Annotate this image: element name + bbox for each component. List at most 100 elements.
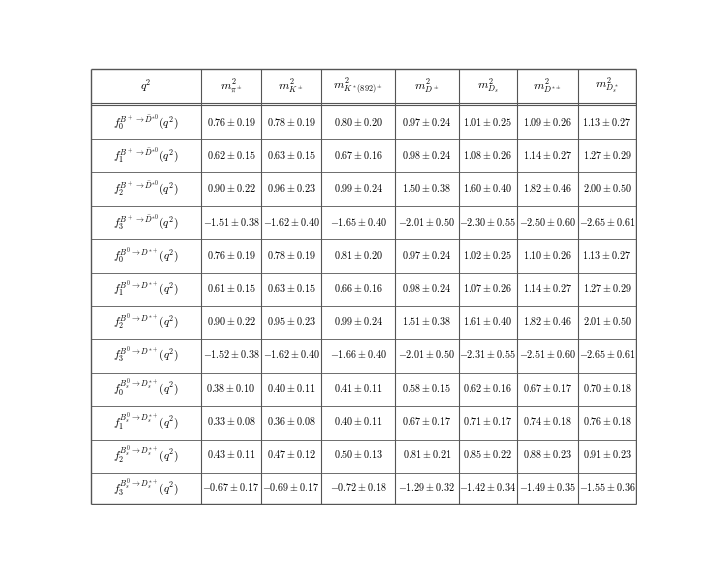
Text: $1.09\pm0.26$: $1.09\pm0.26$ bbox=[523, 116, 572, 128]
Text: $1.50\pm0.38$: $1.50\pm0.38$ bbox=[403, 183, 452, 194]
Text: $f_0^{B^0\to D^{*+}}(q^2)$: $f_0^{B^0\to D^{*+}}(q^2)$ bbox=[113, 245, 179, 265]
Text: $-2.01\pm0.50$: $-2.01\pm0.50$ bbox=[399, 348, 455, 361]
Text: $0.98\pm0.24$: $0.98\pm0.24$ bbox=[402, 282, 452, 294]
Text: $m_{D_s}^2$: $m_{D_s}^2$ bbox=[476, 76, 498, 95]
Text: $m_{K^*(892)^\pm}^2$: $m_{K^*(892)^\pm}^2$ bbox=[333, 76, 383, 96]
Text: $f_0^{B_s^0\to D_s^{*+}}(q^2)$: $f_0^{B_s^0\to D_s^{*+}}(q^2)$ bbox=[113, 376, 179, 399]
Text: $0.38\pm0.10$: $0.38\pm0.10$ bbox=[207, 382, 256, 393]
Text: $0.97\pm0.24$: $0.97\pm0.24$ bbox=[402, 116, 452, 128]
Text: $1.82\pm0.46$: $1.82\pm0.46$ bbox=[523, 315, 572, 327]
Text: $0.50\pm0.13$: $0.50\pm0.13$ bbox=[333, 448, 383, 460]
Text: $0.61\pm0.15$: $0.61\pm0.15$ bbox=[207, 282, 256, 294]
Text: $0.76\pm0.18$: $0.76\pm0.18$ bbox=[583, 415, 632, 427]
Text: $2.01\pm0.50$: $2.01\pm0.50$ bbox=[583, 315, 632, 327]
Text: $-1.52\pm0.38$: $-1.52\pm0.38$ bbox=[202, 348, 259, 361]
Text: $1.14\pm0.27$: $1.14\pm0.27$ bbox=[523, 149, 572, 161]
Text: $-0.67\pm0.17$: $-0.67\pm0.17$ bbox=[202, 481, 260, 493]
Text: $-1.51\pm0.38$: $-1.51\pm0.38$ bbox=[202, 215, 259, 227]
Text: $0.91\pm0.23$: $0.91\pm0.23$ bbox=[583, 448, 632, 460]
Text: $0.71\pm0.17$: $0.71\pm0.17$ bbox=[463, 415, 513, 427]
Text: $1.82\pm0.46$: $1.82\pm0.46$ bbox=[523, 183, 572, 194]
Text: $-1.49\pm0.35$: $-1.49\pm0.35$ bbox=[519, 481, 576, 493]
Text: $0.58\pm0.15$: $0.58\pm0.15$ bbox=[402, 382, 452, 393]
Text: $0.74\pm0.18$: $0.74\pm0.18$ bbox=[523, 415, 572, 427]
Text: $0.33\pm0.08$: $0.33\pm0.08$ bbox=[207, 415, 256, 427]
Text: $-1.66\pm0.40$: $-1.66\pm0.40$ bbox=[330, 348, 387, 361]
Text: $-0.72\pm0.18$: $-0.72\pm0.18$ bbox=[330, 481, 387, 493]
Text: $-0.69\pm0.17$: $-0.69\pm0.17$ bbox=[263, 481, 319, 493]
Text: $1.61\pm0.40$: $1.61\pm0.40$ bbox=[463, 315, 512, 327]
Text: $-2.65\pm0.61$: $-2.65\pm0.61$ bbox=[579, 215, 635, 227]
Text: $-2.30\pm0.55$: $-2.30\pm0.55$ bbox=[459, 215, 516, 227]
Text: $m_{D^{*\pm}}^2$: $m_{D^{*\pm}}^2$ bbox=[533, 77, 561, 95]
Text: $f_3^{B_s^0\to D_s^{*+}}(q^2)$: $f_3^{B_s^0\to D_s^{*+}}(q^2)$ bbox=[113, 476, 179, 498]
Text: $0.43\pm0.11$: $0.43\pm0.11$ bbox=[207, 448, 256, 460]
Text: $0.40\pm0.11$: $0.40\pm0.11$ bbox=[267, 382, 315, 393]
Text: $0.96\pm0.23$: $0.96\pm0.23$ bbox=[266, 183, 316, 194]
Text: $m_{K^\pm}^2$: $m_{K^\pm}^2$ bbox=[278, 77, 304, 95]
Text: $f_0^{B^+\to\bar{D}^{*0}}(q^2)$: $f_0^{B^+\to\bar{D}^{*0}}(q^2)$ bbox=[113, 112, 179, 132]
Text: $f_1^{B^0\to D^{*+}}(q^2)$: $f_1^{B^0\to D^{*+}}(q^2)$ bbox=[113, 278, 179, 298]
Text: $0.90\pm0.22$: $0.90\pm0.22$ bbox=[207, 183, 256, 194]
Text: $m_{\pi^\pm}^2$: $m_{\pi^\pm}^2$ bbox=[219, 77, 242, 95]
Text: $0.63\pm0.15$: $0.63\pm0.15$ bbox=[267, 149, 316, 161]
Text: $2.00\pm0.50$: $2.00\pm0.50$ bbox=[583, 183, 632, 194]
Text: $-1.65\pm0.40$: $-1.65\pm0.40$ bbox=[330, 215, 387, 227]
Text: $0.78\pm0.19$: $0.78\pm0.19$ bbox=[267, 249, 316, 261]
Text: $0.36\pm0.08$: $0.36\pm0.08$ bbox=[267, 415, 316, 427]
Text: $1.51\pm0.38$: $1.51\pm0.38$ bbox=[403, 315, 452, 327]
Text: $1.27\pm0.29$: $1.27\pm0.29$ bbox=[583, 149, 632, 161]
Text: $m_{D_s^*}^2$: $m_{D_s^*}^2$ bbox=[595, 76, 619, 96]
Text: $0.81\pm0.20$: $0.81\pm0.20$ bbox=[333, 249, 383, 261]
Text: $0.98\pm0.24$: $0.98\pm0.24$ bbox=[402, 149, 452, 161]
Text: $-1.55\pm0.36$: $-1.55\pm0.36$ bbox=[578, 481, 636, 493]
Text: $0.67\pm0.17$: $0.67\pm0.17$ bbox=[523, 382, 572, 393]
Text: $0.62\pm0.16$: $0.62\pm0.16$ bbox=[463, 382, 512, 393]
Text: $0.99\pm0.24$: $0.99\pm0.24$ bbox=[333, 315, 383, 327]
Text: $f_1^{B_s^0\to D_s^{*+}}(q^2)$: $f_1^{B_s^0\to D_s^{*+}}(q^2)$ bbox=[113, 410, 179, 431]
Text: $f_2^{B^+\to\bar{D}^{*0}}(q^2)$: $f_2^{B^+\to\bar{D}^{*0}}(q^2)$ bbox=[113, 179, 179, 198]
Text: $-2.31\pm0.55$: $-2.31\pm0.55$ bbox=[459, 348, 516, 361]
Text: $1.13\pm0.27$: $1.13\pm0.27$ bbox=[583, 249, 632, 261]
Text: $0.67\pm0.16$: $0.67\pm0.16$ bbox=[333, 149, 382, 161]
Text: $-1.62\pm0.40$: $-1.62\pm0.40$ bbox=[263, 348, 319, 361]
Text: $0.47\pm0.12$: $0.47\pm0.12$ bbox=[266, 448, 316, 460]
Text: $1.07\pm0.26$: $1.07\pm0.26$ bbox=[463, 282, 512, 294]
Text: $f_3^{B^+\to\bar{D}^{*0}}(q^2)$: $f_3^{B^+\to\bar{D}^{*0}}(q^2)$ bbox=[113, 211, 179, 231]
Text: $-1.42\pm0.34$: $-1.42\pm0.34$ bbox=[459, 481, 516, 493]
Text: $0.67\pm0.17$: $0.67\pm0.17$ bbox=[402, 415, 452, 427]
Text: $-2.65\pm0.61$: $-2.65\pm0.61$ bbox=[579, 348, 635, 361]
Text: $1.14\pm0.27$: $1.14\pm0.27$ bbox=[523, 282, 572, 294]
Text: $1.60\pm0.40$: $1.60\pm0.40$ bbox=[463, 183, 512, 194]
Text: $0.76\pm0.19$: $0.76\pm0.19$ bbox=[207, 116, 256, 128]
Text: $0.95\pm0.23$: $0.95\pm0.23$ bbox=[266, 315, 316, 327]
Text: $0.99\pm0.24$: $0.99\pm0.24$ bbox=[333, 183, 383, 194]
Text: $1.01\pm0.25$: $1.01\pm0.25$ bbox=[463, 116, 512, 128]
Text: $0.66\pm0.16$: $0.66\pm0.16$ bbox=[333, 282, 382, 294]
Text: $0.76\pm0.19$: $0.76\pm0.19$ bbox=[207, 249, 256, 261]
Text: $-2.01\pm0.50$: $-2.01\pm0.50$ bbox=[399, 215, 455, 227]
Text: $f_2^{B^0\to D^{*+}}(q^2)$: $f_2^{B^0\to D^{*+}}(q^2)$ bbox=[113, 311, 179, 331]
Text: $0.40\pm0.11$: $0.40\pm0.11$ bbox=[334, 415, 382, 427]
Text: $0.80\pm0.20$: $0.80\pm0.20$ bbox=[333, 116, 383, 128]
Text: $0.70\pm0.18$: $0.70\pm0.18$ bbox=[583, 382, 632, 393]
Text: $1.10\pm0.26$: $1.10\pm0.26$ bbox=[523, 249, 572, 261]
Text: $0.78\pm0.19$: $0.78\pm0.19$ bbox=[267, 116, 316, 128]
Text: $f_1^{B^+\to\bar{D}^{*0}}(q^2)$: $f_1^{B^+\to\bar{D}^{*0}}(q^2)$ bbox=[113, 145, 179, 165]
Text: $1.02\pm0.25$: $1.02\pm0.25$ bbox=[463, 249, 512, 261]
Text: $-1.62\pm0.40$: $-1.62\pm0.40$ bbox=[263, 215, 319, 227]
Text: $0.62\pm0.15$: $0.62\pm0.15$ bbox=[207, 149, 256, 161]
Text: $1.08\pm0.26$: $1.08\pm0.26$ bbox=[463, 149, 512, 161]
Text: $-1.29\pm0.32$: $-1.29\pm0.32$ bbox=[399, 481, 455, 493]
Text: $0.81\pm0.21$: $0.81\pm0.21$ bbox=[403, 448, 451, 460]
Text: $-2.51\pm0.60$: $-2.51\pm0.60$ bbox=[519, 348, 576, 361]
Text: $1.27\pm0.29$: $1.27\pm0.29$ bbox=[583, 282, 632, 294]
Text: $f_2^{B_s^0\to D_s^{*+}}(q^2)$: $f_2^{B_s^0\to D_s^{*+}}(q^2)$ bbox=[113, 443, 179, 465]
Text: $0.41\pm0.11$: $0.41\pm0.11$ bbox=[334, 382, 382, 393]
Text: $0.88\pm0.23$: $0.88\pm0.23$ bbox=[523, 448, 572, 460]
Text: $0.90\pm0.22$: $0.90\pm0.22$ bbox=[207, 315, 256, 327]
Text: $q^2$: $q^2$ bbox=[140, 78, 152, 94]
Text: $f_3^{B^0\to D^{*+}}(q^2)$: $f_3^{B^0\to D^{*+}}(q^2)$ bbox=[113, 345, 179, 365]
Text: $0.85\pm0.22$: $0.85\pm0.22$ bbox=[463, 448, 512, 460]
Text: $m_{D^\pm}^2$: $m_{D^\pm}^2$ bbox=[414, 77, 440, 95]
